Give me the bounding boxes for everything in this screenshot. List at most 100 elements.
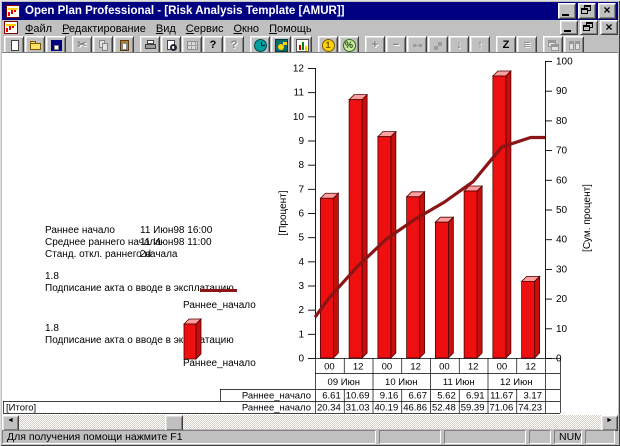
save-button[interactable] <box>46 35 66 55</box>
cumulative-line <box>313 135 545 319</box>
risk-chart-button[interactable] <box>292 35 312 55</box>
menu-service[interactable]: Сервис <box>185 22 224 35</box>
table-percent-value: 3.17 <box>524 391 543 402</box>
legend-entry-text: 1.8 Подписание акта о вводе в эксплатацию <box>45 323 234 346</box>
stat-label: Раннее начало <box>45 225 115 236</box>
hour-tick-label: 00 <box>382 362 393 373</box>
menu-file[interactable]: Файл <box>25 22 53 35</box>
remove-button[interactable] <box>386 35 406 55</box>
restore-icon[interactable] <box>578 3 596 19</box>
link-icon <box>411 39 424 52</box>
stat-value: 11 Июн98 16:00 <box>140 225 213 236</box>
stat-value: 11 Июн98 11:00 <box>140 237 212 248</box>
right-axis-tick-label: 30 <box>556 264 568 275</box>
doc-close-icon[interactable] <box>600 20 618 35</box>
scroll-left-icon[interactable] <box>2 415 19 431</box>
open-folder-icon <box>29 39 42 52</box>
document-chart-icon[interactable] <box>4 21 18 34</box>
left-axis-tick-label: 2 <box>298 305 304 316</box>
window-cascade-button[interactable] <box>543 35 563 55</box>
left-axis-tick-label: 11 <box>294 88 305 99</box>
right-axis-title: [Сум. процент] <box>582 184 593 252</box>
legend-series-label: Раннее_начало <box>183 300 256 311</box>
resource-bird-icon <box>274 38 288 52</box>
right-axis-tick-label: 0 <box>556 354 562 365</box>
bar-side <box>332 192 339 359</box>
date-tick-label: 12 Июн <box>500 377 532 388</box>
horizontal-scrollbar[interactable] <box>2 415 618 431</box>
table-cumulative-value: 59.39 <box>461 403 485 414</box>
left-axis-tick-label: 0 <box>298 354 304 365</box>
bar-side <box>447 216 454 359</box>
print-preview-icon <box>165 39 178 52</box>
date-tick-label: 09 Июн <box>328 377 360 388</box>
num-lock-indicator: NUM <box>554 430 582 444</box>
time-clock-button[interactable] <box>250 35 270 55</box>
step-icon <box>432 39 445 52</box>
save-icon <box>50 39 63 52</box>
time-clock-icon <box>253 38 267 52</box>
paste-button[interactable] <box>114 35 134 55</box>
bar <box>348 99 363 359</box>
remove-icon <box>390 39 403 52</box>
paste-icon <box>118 39 131 52</box>
left-axis-tick-label: 12 <box>293 64 305 75</box>
legend-entry-text: 1.8 Подписание акта о вводе в эксплатацию <box>45 271 234 294</box>
title-bar: Open Plan Professional - [Risk Analysis … <box>2 2 618 20</box>
doc-restore-icon[interactable] <box>580 20 598 35</box>
status-panel-4 <box>529 430 551 444</box>
menu-help[interactable]: Помощь <box>269 22 312 35</box>
table-percent-value: 10.69 <box>346 391 370 402</box>
hour-tick-label: 00 <box>497 362 508 373</box>
bar <box>319 197 334 359</box>
status-message: Для получения помощи нажмите F1 <box>2 430 376 444</box>
step-button[interactable] <box>428 35 448 55</box>
menu-window[interactable]: Окно <box>233 22 260 35</box>
move-up-icon <box>474 39 487 52</box>
window-tile-button[interactable] <box>564 35 584 55</box>
print-icon <box>144 39 157 52</box>
bar-side <box>476 185 483 359</box>
bar-side <box>390 130 397 359</box>
new-document-icon <box>8 39 21 52</box>
move-down-button[interactable] <box>449 35 469 55</box>
statistics-block: Раннее начало 11 Июн98 16:00 Среднее ранне… <box>45 225 212 261</box>
right-axis-tick-label: 90 <box>556 86 568 97</box>
right-axis-tick-label: 100 <box>556 57 573 68</box>
status-bar: Для получения помощи нажмите F1 NUM <box>2 430 618 444</box>
percent-button[interactable] <box>339 35 359 55</box>
cost-coin-button[interactable] <box>318 35 338 55</box>
window-tile-icon <box>568 39 581 52</box>
open-folder-button[interactable] <box>25 35 45 55</box>
print-preview-button[interactable] <box>161 35 181 55</box>
right-axis-tick-label: 10 <box>556 324 568 335</box>
legend-line-swatch <box>200 289 237 292</box>
print-button[interactable] <box>140 35 160 55</box>
close-icon[interactable] <box>598 3 616 19</box>
table-percent-value: 5.62 <box>437 391 456 402</box>
right-axis-tick-label: 60 <box>556 175 568 186</box>
hour-tick-label: 12 <box>468 362 479 373</box>
scrollbar-thumb[interactable] <box>165 415 183 431</box>
date-tick-label: 11 Июн <box>443 377 475 388</box>
doc-minimize-icon[interactable] <box>560 20 578 35</box>
bar-side <box>361 93 368 359</box>
baseline-grid-icon <box>186 39 199 52</box>
minimize-icon[interactable] <box>558 3 576 19</box>
left-axis-tick-label: 9 <box>298 136 304 147</box>
menu-view[interactable]: Вид <box>155 22 176 35</box>
right-axis-tick-label: 20 <box>556 294 568 305</box>
sort-z-button[interactable] <box>496 35 516 55</box>
sort-z-icon <box>500 39 513 52</box>
bar-side <box>505 70 512 359</box>
cut-icon <box>76 39 89 52</box>
hour-tick-label: 12 <box>525 362 536 373</box>
sort-list-button[interactable] <box>517 35 537 55</box>
left-axis-tick-label: 10 <box>293 112 305 123</box>
menu-edit[interactable]: Редактирование <box>62 22 146 35</box>
scroll-right-icon[interactable] <box>601 415 618 431</box>
right-axis-tick-label: 70 <box>556 146 568 157</box>
help-button[interactable] <box>203 35 223 55</box>
bar <box>434 221 449 359</box>
right-axis-tick-label: 40 <box>556 235 568 246</box>
